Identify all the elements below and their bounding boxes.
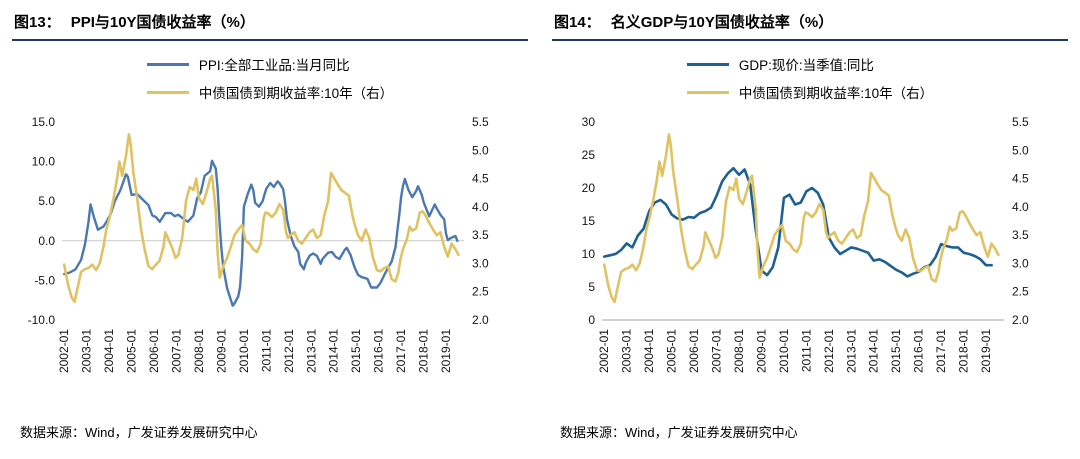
chart-title-gdp: 图14： 名义GDP与10Y国债收益率（%） <box>552 6 1068 41</box>
right-axis-tick-label: 3.5 <box>1012 228 1029 242</box>
legend-swatch-cgb10y <box>686 90 729 94</box>
figure-number: 图14： <box>554 14 601 31</box>
legend-gdp-chart: GDP:现价:当季值:同比中债国债到期收益率:10年（右） <box>552 54 1068 102</box>
right-axis-tick-label: 4.0 <box>1012 200 1029 214</box>
x-axis-tick-label: 2010-01 <box>777 329 791 373</box>
left-axis-tick-label: 15.0 <box>32 115 56 129</box>
x-axis-tick-label: 2019-01 <box>439 329 453 373</box>
x-axis-tick-label: 2016-01 <box>372 329 386 373</box>
legend-label-cgb10y: 中债国债到期收益率:10年（右） <box>738 86 934 101</box>
charts-row: 图13： PPI与10Y国债收益率（%） PPI:全部工业品:当月同比中债国债到期… <box>0 6 1080 441</box>
figure-title: PPI与10Y国债收益率（%） <box>70 14 255 31</box>
chart-panel-ppi: 图13： PPI与10Y国债收益率（%） PPI:全部工业品:当月同比中债国债到期… <box>0 6 540 441</box>
x-axis-tick-label: 2004-01 <box>102 329 116 373</box>
figure-title: 名义GDP与10Y国债收益率（%） <box>610 14 834 31</box>
x-axis-tick-label: 2009-01 <box>754 329 768 373</box>
legend-label-gdp: GDP:现价:当季值:同比 <box>738 58 874 73</box>
x-axis-tick-label: 2014-01 <box>867 329 881 373</box>
x-axis-tick-label: 2013-01 <box>844 329 858 373</box>
legend-item-ppi: PPI:全部工业品:当月同比 <box>146 54 393 74</box>
x-axis-tick-label: 2012-01 <box>282 329 296 373</box>
x-axis-tick-label: 2003-01 <box>80 329 94 373</box>
right-axis-tick-label: 2.5 <box>472 285 489 299</box>
x-axis-tick-label: 2005-01 <box>125 329 139 373</box>
legend-items: GDP:现价:当季值:同比中债国债到期收益率:10年（右） <box>686 54 934 102</box>
right-axis-tick-label: 5.0 <box>472 143 489 157</box>
right-axis-tick-label: 3.0 <box>1012 256 1029 270</box>
x-axis-tick-label: 2009-01 <box>214 329 228 373</box>
legend-swatch-gdp <box>686 62 729 66</box>
legend-swatch-cgb10y <box>146 90 189 94</box>
left-axis-tick-label: 15 <box>582 214 596 228</box>
x-axis-tick-label: 2017-01 <box>934 329 948 373</box>
x-axis-tick-label: 2017-01 <box>394 329 408 373</box>
x-axis-tick-label: 2002-01 <box>597 329 611 373</box>
legend-items: PPI:全部工业品:当月同比中债国债到期收益率:10年（右） <box>146 54 394 102</box>
legend-swatch-ppi <box>146 62 189 66</box>
series-line-cgb10y <box>62 133 460 304</box>
source-note: 数据来源：Wind，广发证券发展研究中心 <box>20 425 258 440</box>
right-axis-tick-label: 3.0 <box>472 256 489 270</box>
left-axis-tick-label: 20 <box>582 181 596 195</box>
x-axis-tick-label: 2003-01 <box>620 329 634 373</box>
series-line-ppi <box>63 159 459 307</box>
right-axis-tick-label: 4.0 <box>472 200 489 214</box>
right-axis-tick-label: 2.0 <box>1012 313 1029 327</box>
x-axis-tick-label: 2004-01 <box>642 329 656 373</box>
left-axis-tick-label: 0 <box>588 313 595 327</box>
x-axis-tick-label: 2007-01 <box>170 329 184 373</box>
left-axis-tick-label: 30 <box>582 115 596 129</box>
x-axis-tick-label: 2006-01 <box>687 329 701 373</box>
x-axis-tick-label: 2018-01 <box>957 329 971 373</box>
legend-label-ppi: PPI:全部工业品:当月同比 <box>198 58 350 73</box>
right-axis-tick-label: 4.5 <box>472 172 489 186</box>
x-axis-tick-label: 2012-01 <box>822 329 836 373</box>
right-axis-tick-label: 5.0 <box>1012 143 1029 157</box>
series-line-gdp <box>602 166 993 278</box>
chart-title-ppi: 图13： PPI与10Y国债收益率（%） <box>12 6 528 41</box>
x-axis-tick-label: 2016-01 <box>912 329 926 373</box>
right-axis-tick-label: 2.0 <box>472 313 489 327</box>
legend-label-cgb10y: 中债国债到期收益率:10年（右） <box>198 86 394 101</box>
x-axis-tick-label: 2007-01 <box>710 329 724 373</box>
x-axis-tick-label: 2015-01 <box>349 329 363 373</box>
x-axis-tick-label: 2002-01 <box>57 329 71 373</box>
x-axis-tick-label: 2010-01 <box>237 329 251 373</box>
x-axis-tick-label: 2018-01 <box>417 329 431 373</box>
figure-number: 图13： <box>14 14 61 31</box>
legend-item-cgb10y: 中债国债到期收益率:10年（右） <box>146 82 394 102</box>
chart-canvas-gdp: 30 25 20 15 10 5 0 5.5 5.0 4.5 4.0 3.5 3.0 2.5 2.0 2002… <box>582 115 1029 373</box>
chart-panel-gdp: 图14： 名义GDP与10Y国债收益率（%） GDP:现价:当季值:同比中债国债到… <box>540 6 1080 441</box>
x-axis-tick-label: 2019-01 <box>979 329 993 373</box>
left-axis-tick-label: 10 <box>582 247 596 261</box>
right-axis-tick-label: 5.5 <box>472 115 489 129</box>
x-axis-tick-label: 2006-01 <box>147 329 161 373</box>
series-line-cgb10y <box>602 133 1000 304</box>
right-axis-tick-label: 3.5 <box>472 228 489 242</box>
source-note: 数据来源：Wind，广发证券发展研究中心 <box>560 425 798 440</box>
legend-ppi-chart: PPI:全部工业品:当月同比中债国债到期收益率:10年（右） <box>12 54 528 102</box>
legend-item-cgb10y: 中债国债到期收益率:10年（右） <box>686 82 934 102</box>
x-axis-tick-label: 2011-01 <box>799 329 813 372</box>
left-axis-tick-label: -5.0 <box>34 273 55 287</box>
left-axis-tick-label: 0.0 <box>38 234 55 248</box>
x-axis-tick-label: 2014-01 <box>327 329 341 373</box>
x-axis-tick-label: 2013-01 <box>304 329 318 373</box>
left-axis-tick-label: 5 <box>588 280 595 294</box>
x-axis-tick-label: 2008-01 <box>732 329 746 373</box>
right-axis-tick-label: 2.5 <box>1012 285 1029 299</box>
left-axis-tick-label: 5.0 <box>38 194 55 208</box>
x-axis-tick-label: 2011-01 <box>259 329 273 372</box>
x-axis-tick-label: 2005-01 <box>665 329 679 373</box>
x-axis-tick-label: 2008-01 <box>192 329 206 373</box>
chart-canvas-ppi: 15.0 10.0 5.0 0.0 -5.0 -10.0 5.5 5.0 4.5 4.0 3.5 3.… <box>28 115 489 373</box>
left-axis-tick-label: -10.0 <box>28 313 56 327</box>
legend-item-gdp: GDP:现价:当季值:同比 <box>686 54 933 74</box>
x-axis-tick-label: 2015-01 <box>889 329 903 373</box>
left-axis-tick-label: 10.0 <box>32 155 56 169</box>
left-axis-tick-label: 25 <box>582 148 596 162</box>
right-axis-tick-label: 4.5 <box>1012 172 1029 186</box>
right-axis-tick-label: 5.5 <box>1012 115 1029 129</box>
